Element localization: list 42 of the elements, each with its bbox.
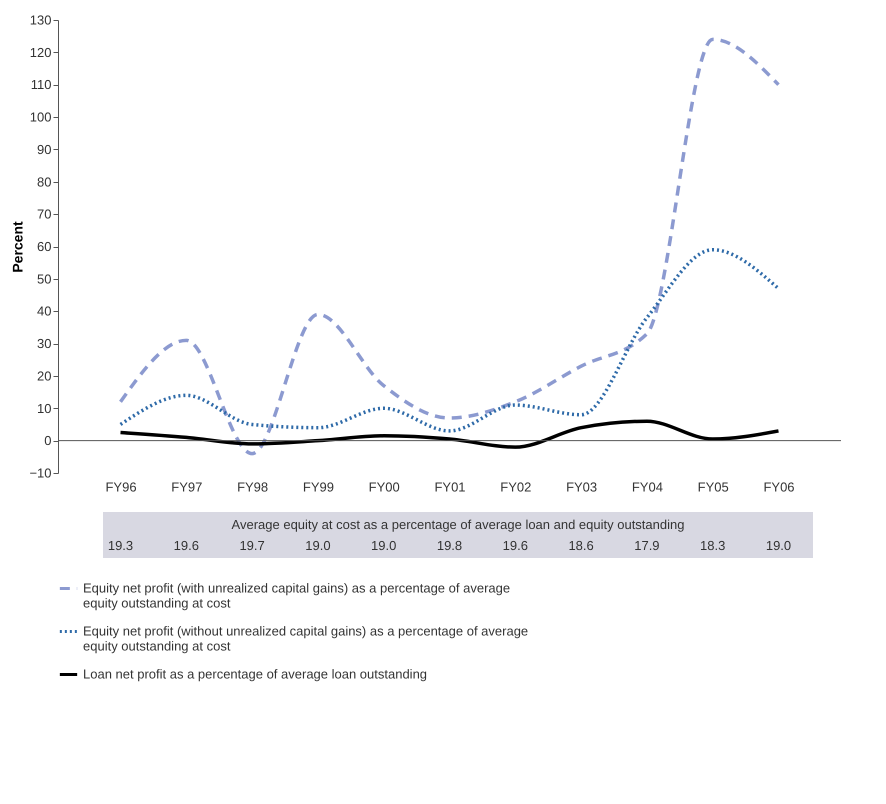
text: 19.0 (371, 538, 396, 553)
text: Average equity at cost as a percentage of average loan and equity outstanding (232, 517, 684, 532)
y-tick-label: 40 (37, 304, 52, 319)
y-tick-label: 80 (37, 174, 52, 190)
legend-label: Equity net profit (with unrealized capital gains) as a percentage of average equity outstanding at cost (83, 580, 510, 610)
text: 19.6 (174, 538, 199, 553)
y-tick-label: 30 (37, 336, 52, 352)
text: 18.3 (700, 538, 726, 553)
text: 18.6 (568, 538, 594, 553)
x-tick-label: FY02 (500, 480, 532, 494)
y-tick-label: 110 (30, 77, 52, 92)
x-tick-label: FY99 (302, 480, 334, 494)
y-tick-label: 120 (30, 44, 52, 60)
y-tick-label: 10 (37, 400, 52, 416)
x-tick-label: FY97 (171, 480, 202, 494)
x-tick-label: FY04 (632, 480, 663, 494)
x-tick-label: FY01 (434, 480, 466, 494)
legend-label: Equity net profit (without unrealized capital gains) as a percentage of average equity outstanding at cost (83, 624, 528, 654)
text: 17.9 (634, 538, 660, 553)
legend-label: Loan net profit as a percentage of average loan outstanding (83, 666, 428, 682)
y-tick-label: 20 (37, 368, 52, 384)
text: 19.7 (239, 538, 265, 553)
text: 19.8 (436, 538, 462, 553)
y-tick-label: 100 (30, 110, 52, 125)
text: 19.0 (766, 538, 792, 553)
text: 19.6 (502, 538, 528, 553)
x-tick-label: FY06 (763, 480, 795, 494)
text: 19.0 (305, 538, 331, 553)
text: 19.3 (108, 538, 134, 553)
x-tick-label: FY00 (368, 480, 400, 494)
x-tick-label: FY98 (237, 480, 268, 494)
y-tick-label: 90 (37, 142, 52, 157)
y-axis-title: Percent (9, 220, 26, 273)
y-tick-label: 70 (37, 206, 52, 222)
x-tick-label: FY96 (105, 480, 137, 494)
y-tick-label: 60 (37, 239, 52, 254)
x-tick-label: FY03 (566, 480, 598, 494)
y-tick-label: −10 (29, 466, 52, 480)
x-tick-label: FY05 (698, 480, 729, 494)
y-tick-label: 50 (37, 271, 52, 286)
y-tick-label: 0 (44, 433, 52, 448)
y-tick-label: 130 (30, 12, 52, 28)
